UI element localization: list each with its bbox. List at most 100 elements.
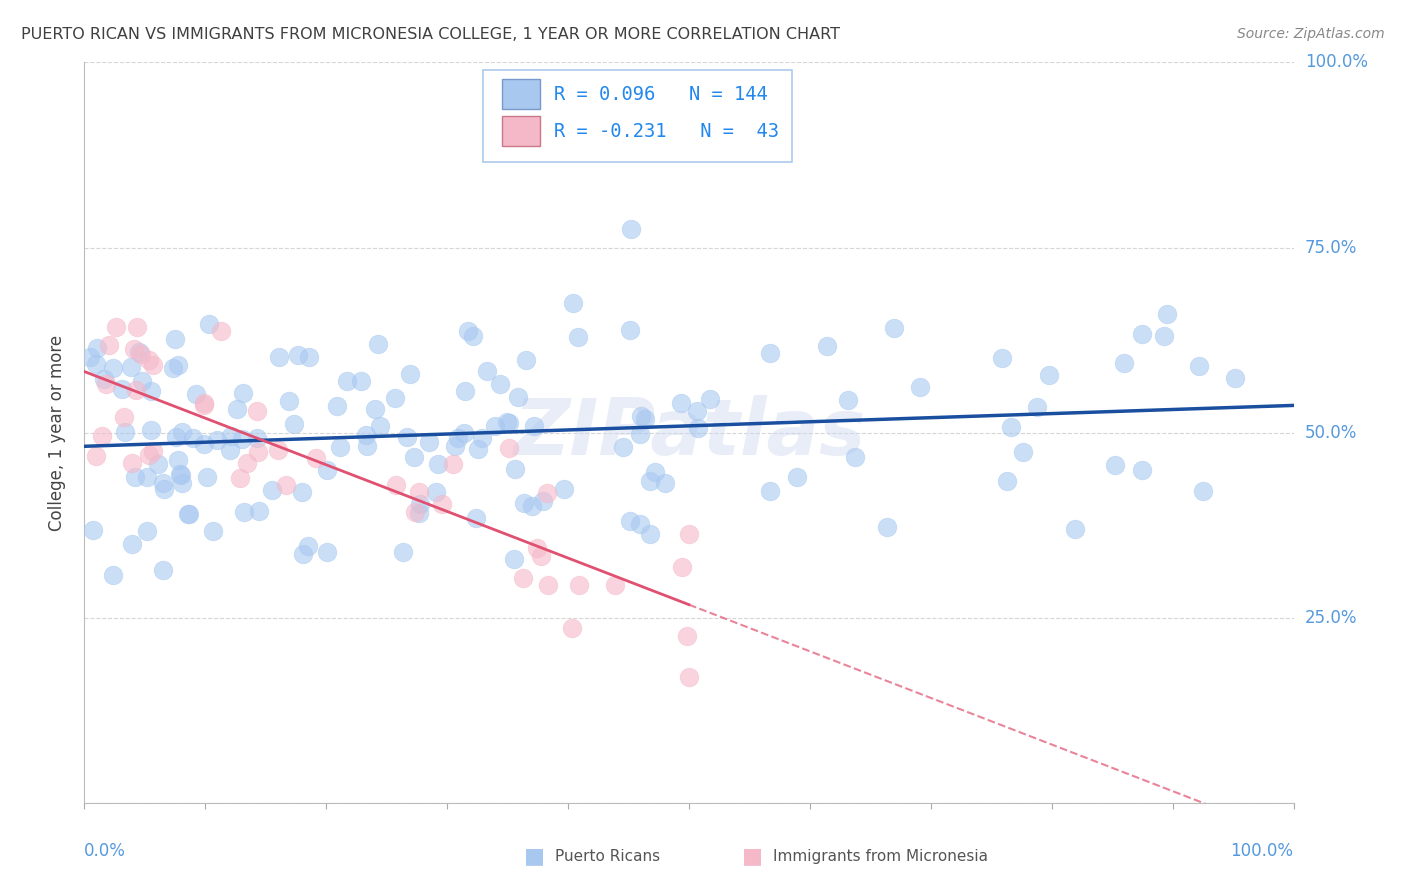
Point [619, 514, 641, 528]
Point [122, 342, 145, 356]
Point [515, 353, 537, 368]
Point [1223, 371, 1246, 385]
Point [418, 435, 440, 450]
Point [236, 456, 259, 470]
Point [568, 577, 591, 591]
Point [1038, 368, 1060, 383]
Point [247, 504, 270, 518]
Point [128, 344, 150, 359]
Point [226, 401, 249, 416]
Point [396, 430, 419, 444]
Point [111, 383, 134, 397]
Point [246, 445, 269, 459]
Point [198, 318, 221, 332]
Point [90, 428, 112, 442]
Point [1192, 484, 1215, 499]
Point [1130, 327, 1153, 342]
Point [997, 474, 1019, 488]
Point [1114, 356, 1136, 370]
Text: ZIPatlas: ZIPatlas [513, 394, 865, 471]
Y-axis label: College, 1 year or more: College, 1 year or more [48, 334, 66, 531]
Point [669, 396, 692, 410]
Point [84, 449, 107, 463]
Point [628, 516, 651, 531]
Point [246, 403, 269, 417]
Point [139, 423, 162, 437]
Point [246, 431, 269, 445]
Point [512, 571, 534, 585]
Point [409, 497, 432, 511]
Point [86, 342, 108, 356]
Point [315, 463, 337, 477]
Point [101, 567, 124, 582]
FancyBboxPatch shape [484, 70, 792, 162]
Point [142, 443, 165, 458]
Point [567, 330, 589, 344]
Point [496, 415, 519, 429]
Point [167, 359, 190, 373]
Point [292, 547, 315, 561]
Point [297, 539, 319, 553]
Point [193, 437, 215, 451]
Point [1153, 329, 1175, 343]
Point [79, 350, 101, 364]
Point [138, 448, 160, 462]
Point [114, 425, 136, 439]
Point [384, 478, 406, 492]
Point [169, 467, 191, 482]
Point [1012, 445, 1035, 459]
Point [427, 457, 450, 471]
Point [447, 431, 470, 445]
Point [326, 400, 349, 414]
Point [498, 416, 520, 430]
Point [644, 465, 666, 479]
Point [93, 372, 115, 386]
Point [94, 377, 117, 392]
Point [163, 332, 186, 346]
Point [1026, 400, 1049, 414]
Point [202, 524, 225, 539]
Text: R = 0.096   N = 144: R = 0.096 N = 144 [554, 85, 768, 103]
Point [686, 404, 709, 418]
Point [526, 541, 548, 555]
Point [152, 476, 174, 491]
Text: ■: ■ [742, 847, 762, 866]
Point [430, 497, 453, 511]
Point [129, 347, 152, 361]
Point [844, 450, 866, 465]
Point [136, 470, 159, 484]
Point [153, 482, 176, 496]
Point [298, 350, 321, 364]
Point [475, 364, 498, 378]
Point [152, 563, 174, 577]
Point [425, 485, 447, 500]
Point [619, 322, 641, 336]
Point [121, 537, 143, 551]
Point [537, 578, 560, 592]
Point [170, 467, 193, 482]
Point [561, 621, 583, 635]
Point [513, 496, 536, 510]
Point [329, 440, 352, 454]
Point [231, 432, 253, 446]
Point [671, 559, 693, 574]
Text: ■: ■ [524, 847, 544, 866]
Point [354, 427, 377, 442]
Point [179, 507, 201, 521]
Point [162, 361, 184, 376]
Point [141, 384, 163, 398]
Point [82, 523, 104, 537]
Point [1156, 307, 1178, 321]
Point [453, 426, 475, 441]
Point [461, 328, 484, 343]
Point [402, 450, 425, 465]
Point [1000, 419, 1022, 434]
Point [368, 418, 391, 433]
Point [367, 337, 389, 351]
Point [536, 486, 558, 500]
Point [1188, 359, 1211, 373]
Point [266, 442, 288, 457]
Point [454, 384, 477, 399]
Point [634, 412, 657, 426]
Point [350, 374, 373, 388]
